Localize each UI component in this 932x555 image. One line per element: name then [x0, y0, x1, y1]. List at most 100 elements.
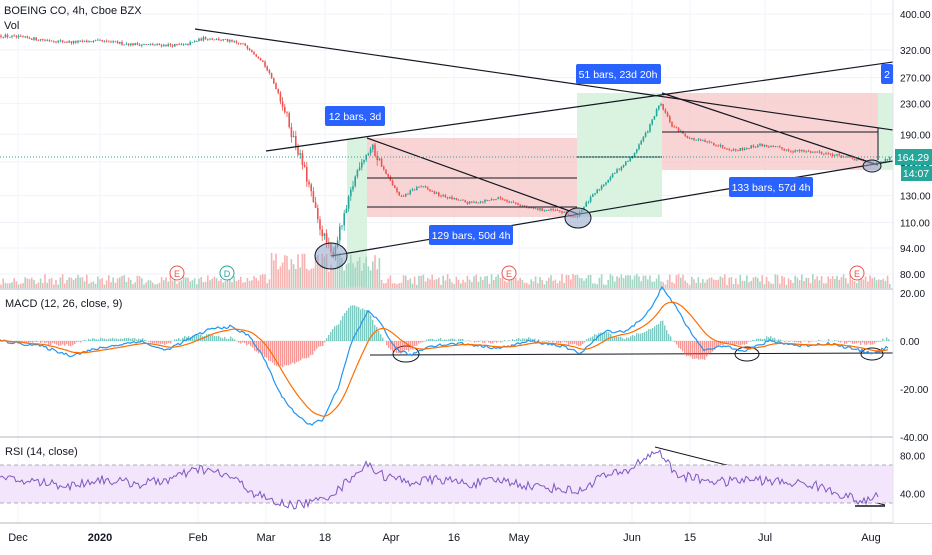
- macd-histogram-bar: [444, 339, 445, 341]
- candle-body: [280, 93, 282, 102]
- dividend-badge[interactable]: D: [220, 266, 234, 280]
- volume-bar: [11, 282, 13, 288]
- macd-histogram-bar: [180, 340, 181, 341]
- volume-bar: [467, 276, 469, 288]
- macd-histogram-bar: [30, 341, 31, 342]
- candle-body: [134, 43, 136, 45]
- volume-bar: [491, 274, 493, 288]
- macd-histogram-bar: [376, 327, 377, 341]
- volume-bar: [183, 276, 185, 288]
- candle-body: [856, 160, 858, 161]
- time-tick-label: May: [509, 532, 530, 544]
- time-tick-label: Feb: [189, 532, 208, 544]
- volume-bar: [497, 274, 499, 288]
- volume-bar: [546, 281, 548, 288]
- macd-histogram-bar: [886, 337, 887, 341]
- volume-bar: [192, 280, 194, 288]
- candle-body: [0, 36, 2, 37]
- volume-bar: [258, 281, 260, 288]
- volume-bar: [75, 278, 77, 288]
- volume-bar: [715, 280, 717, 288]
- candle-body: [218, 39, 220, 40]
- macd-histogram-bar: [460, 339, 461, 341]
- volume-bar: [442, 276, 444, 288]
- volume-bar: [73, 280, 75, 288]
- candle-body: [691, 138, 693, 139]
- candle-body: [260, 58, 262, 60]
- macd-histogram-bar: [162, 341, 163, 344]
- macd-histogram-bar: [628, 338, 629, 341]
- macd-legend[interactable]: MACD (12, 26, close, 9): [5, 298, 122, 310]
- range-label[interactable]: 12 bars, 3d: [325, 106, 385, 126]
- macd-histogram-bar: [736, 341, 737, 344]
- macd-histogram-bar: [694, 341, 695, 359]
- time-tick-label: Mar: [257, 532, 276, 544]
- macd-histogram-bar: [548, 341, 549, 342]
- macd-histogram-bar: [174, 339, 175, 341]
- macd-histogram-bar: [126, 338, 127, 341]
- volume-bar: [722, 278, 724, 288]
- candle-body: [348, 196, 350, 208]
- macd-histogram-bar: [304, 341, 305, 358]
- volume-bar: [746, 275, 748, 288]
- candle-body: [522, 206, 524, 207]
- earnings-badge[interactable]: E: [850, 266, 864, 280]
- candle-body: [99, 40, 101, 41]
- macd-histogram-bar: [94, 339, 95, 341]
- candle-body: [803, 150, 805, 152]
- volume-bar: [174, 280, 176, 288]
- candle-body: [385, 169, 387, 173]
- volume-bar: [614, 282, 616, 288]
- candle-body: [75, 41, 77, 43]
- candle-body: [643, 137, 645, 141]
- rsi-legend[interactable]: RSI (14, close): [5, 446, 78, 458]
- price-tick-label: 230.00: [900, 99, 931, 110]
- macd-histogram-bar: [818, 340, 819, 341]
- macd-histogram-bar: [116, 338, 117, 341]
- candle-body: [442, 195, 444, 196]
- range-label[interactable]: 51 bars, 23d 20h: [576, 64, 661, 84]
- macd-histogram-bar: [334, 326, 335, 341]
- macd-histogram-bar: [144, 340, 145, 341]
- macd-histogram-bar: [150, 341, 151, 343]
- volume-bar: [656, 279, 658, 288]
- macd-histogram-bar: [766, 336, 767, 341]
- macd-histogram-bar: [794, 341, 795, 342]
- range-label[interactable]: 129 bars, 50d 4h: [429, 225, 513, 245]
- volume-bar: [20, 284, 22, 288]
- volume-bar: [618, 278, 620, 288]
- range-label[interactable]: 133 bars, 57d 4h: [729, 177, 813, 197]
- macd-histogram-bar: [680, 341, 681, 349]
- candle-body: [198, 39, 200, 41]
- candle-body: [211, 39, 213, 40]
- volume-bar: [381, 280, 383, 288]
- volume-bar: [348, 263, 350, 288]
- macd-histogram-bar: [328, 335, 329, 341]
- highlight-ellipse: [315, 243, 347, 269]
- macd-histogram-bar: [454, 339, 455, 341]
- volume-bar: [643, 276, 645, 288]
- macd-histogram-bar: [452, 339, 453, 341]
- candle-body: [139, 45, 141, 46]
- earnings-badge[interactable]: E: [170, 266, 184, 280]
- volume-bar: [526, 283, 528, 288]
- volume-legend[interactable]: Vol: [4, 20, 19, 32]
- candle-body: [137, 43, 139, 45]
- range-label[interactable]: 2: [881, 64, 893, 84]
- earnings-badge[interactable]: E: [502, 266, 516, 280]
- volume-bar: [310, 269, 312, 288]
- volume-bar: [486, 276, 488, 288]
- candle-body: [605, 182, 607, 184]
- volume-bar: [110, 282, 112, 288]
- macd-histogram-bar: [864, 341, 865, 345]
- symbol-legend[interactable]: BOEING CO, 4h, Cboe BZX: [4, 5, 142, 17]
- volume-bar: [145, 282, 147, 288]
- candle-body: [18, 36, 20, 37]
- volume-bar: [163, 280, 165, 288]
- candle-body: [387, 174, 389, 177]
- macd-histogram-bar: [84, 340, 85, 341]
- volume-bar: [625, 275, 627, 288]
- macd-histogram-bar: [616, 337, 617, 341]
- candle-body: [297, 147, 299, 155]
